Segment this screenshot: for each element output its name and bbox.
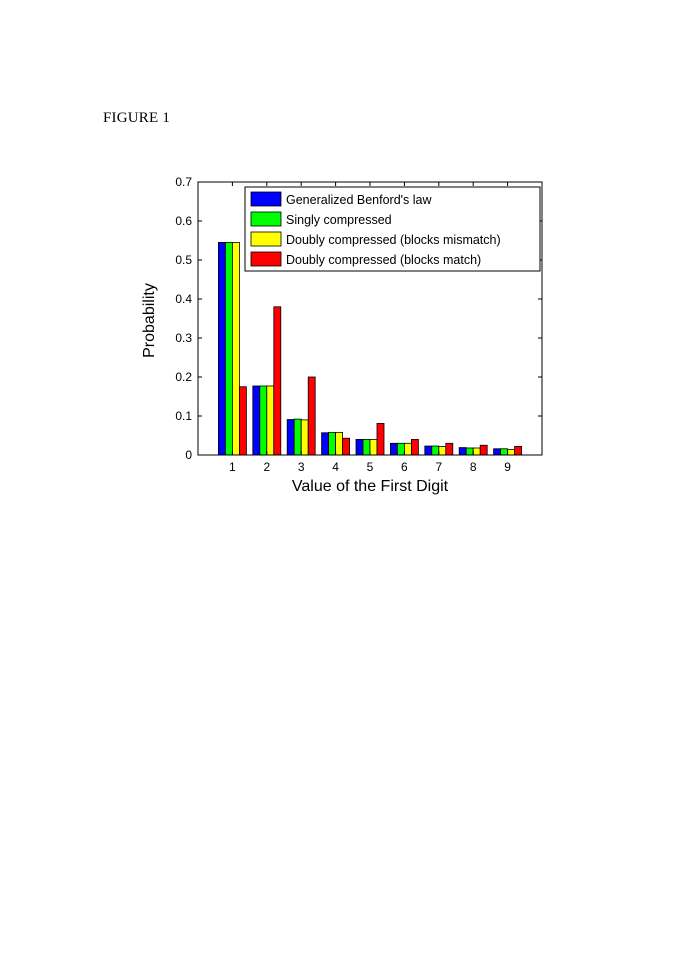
bar-1-8 [458,447,467,456]
x-tick-label: 6 [401,460,408,474]
bar-3-9 [507,449,516,456]
y-tick-label: 0.1 [175,409,192,423]
bar-2-1 [224,242,233,456]
y-tick-label: 0 [185,448,192,462]
bar-2-3 [293,418,302,456]
bar-2-2 [259,385,268,456]
x-tick-label: 8 [470,460,477,474]
bar-2-6 [396,442,405,456]
bar-1-7 [424,445,433,456]
bar-4-7 [445,442,454,456]
bar-3-6 [403,442,412,456]
bar-4-3 [307,376,316,456]
legend-label-2: Singly compressed [286,213,392,227]
legend-swatch-4 [250,251,282,267]
bar-4-5 [376,423,385,456]
bar-3-4 [335,431,344,456]
legend-label-3: Doubly compressed (blocks mismatch) [286,233,501,247]
bar-2-9 [500,448,509,456]
bar-4-8 [479,444,488,456]
legend-box [244,186,541,272]
bar-1-4 [321,432,330,456]
y-tick-label: 0.2 [175,370,192,384]
figure-label: FIGURE 1 [103,110,171,126]
bar-2-7 [431,445,440,456]
bar-2-5 [362,438,371,456]
bar-4-2 [273,306,282,456]
bar-4-1 [238,386,247,456]
legend-swatch-2 [250,211,282,227]
x-tick-label: 1 [229,460,236,474]
bar-4-4 [342,437,351,456]
legend: Generalized Benford's law Singly compress… [244,186,541,272]
x-axis-title: Value of the First Digit [292,478,449,495]
legend-swatch-1 [250,191,282,207]
x-tick-label: 7 [435,460,442,474]
x-tick-label: 2 [263,460,270,474]
y-tick-label: 0.3 [175,331,192,345]
x-tick-label: 5 [367,460,374,474]
x-tick-label: 4 [332,460,339,474]
bar-1-6 [389,442,398,456]
y-axis-title: Probability [141,283,158,358]
axes-group: 0 0.1 0.2 0.3 0.4 0.5 0.6 0.7 1 2 3 4 5 6 7 8 9 [175,175,543,474]
y-tick-label: 0.4 [175,292,192,306]
legend-label-1: Generalized Benford's law [286,193,432,207]
bar-3-3 [300,419,309,456]
bar-4-9 [514,446,522,456]
y-tick-label: 0.6 [175,214,192,228]
bar-1-3 [286,419,295,456]
y-tick-label: 0.7 [175,175,192,189]
bar-3-2 [266,385,275,456]
bar-2-4 [328,431,337,456]
bar-3-5 [369,438,378,456]
bar-1-2 [252,385,261,456]
bar-2-8 [465,447,474,456]
x-tick-label: 9 [504,460,511,474]
bar-4-6 [410,438,419,456]
bar-1-5 [355,438,364,456]
y-tick-label: 0.5 [175,253,192,267]
bar-1-9 [493,448,502,456]
bar-3-7 [438,446,447,456]
legend-swatch-3 [250,231,282,247]
x-tick-label: 3 [298,460,305,474]
legend-label-4: Doubly compressed (blocks match) [286,253,481,267]
bar-3-8 [472,447,481,456]
bar-1-1 [217,242,226,456]
bar-3-1 [231,242,240,456]
